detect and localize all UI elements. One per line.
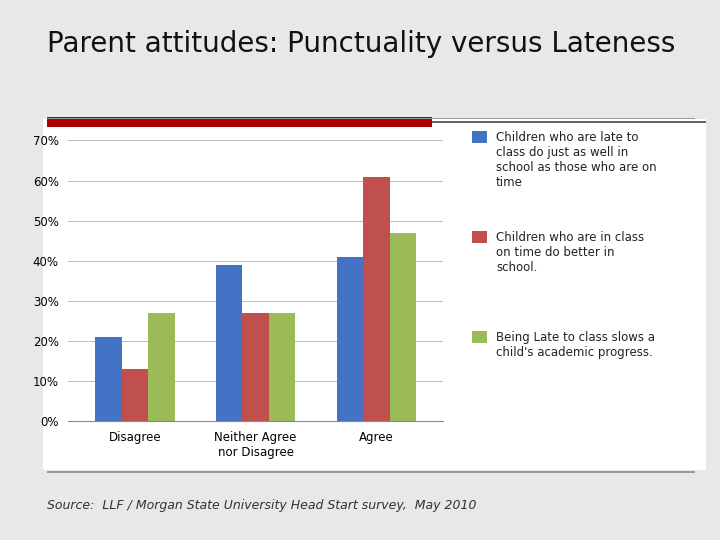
Text: Children who are in class
on time do better in
school.: Children who are in class on time do bet… [496,231,644,274]
Text: Parent attitudes: Punctuality versus Lateness: Parent attitudes: Punctuality versus Lat… [47,30,675,58]
Text: Source:  LLF / Morgan State University Head Start survey,  May 2010: Source: LLF / Morgan State University He… [47,500,477,512]
Bar [148,313,175,421]
Bar [363,177,390,421]
Bar [122,369,148,421]
Text: Children who are late to
class do just as well in
school as those who are on
tim: Children who are late to class do just a… [496,131,657,189]
Bar [95,337,122,421]
Bar [390,233,416,421]
Bar [243,313,269,421]
Text: Being Late to class slows a
child's academic progress.: Being Late to class slows a child's acad… [496,331,655,359]
Bar [336,256,363,421]
Bar [269,313,295,421]
Bar [216,265,243,421]
